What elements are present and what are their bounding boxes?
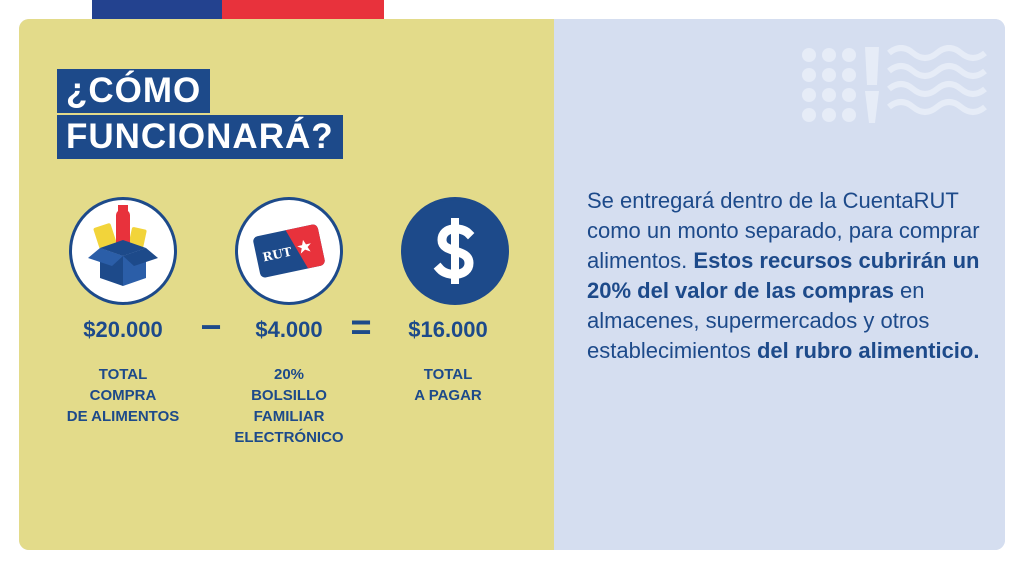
label-line: A PAGAR [414,387,482,404]
flag-stripe-blue [92,0,222,19]
minus-sign: − [200,306,222,347]
label-line: COMPRA [89,387,157,404]
amount-bolsillo: $4.000 [255,317,323,342]
equals-sign: = [350,306,372,347]
label-total-pay: TOTAL A PAGAR [368,364,528,406]
title-line-1: ¿CÓMO [57,69,211,113]
info-card: ¿CÓMO FUNCIONARÁ? [19,19,1005,550]
label-line: TOTAL [98,366,148,383]
decorative-pattern-icon [802,45,987,123]
right-panel: Se entregará dentro de la CuentaRUT como… [554,19,1005,550]
label-total-purchase: TOTAL COMPRA DE ALIMENTOS [43,364,203,427]
left-panel: ¿CÓMO FUNCIONARÁ? [19,19,554,550]
rut-card-circle: RUT [235,197,343,305]
amount-total-pay: $16.000 [408,317,488,342]
title-line-2: FUNCIONARÁ? [57,115,343,159]
description-segment-bold: del rubro alimenticio. [756,338,980,363]
rut-card-icon: RUT [253,224,325,278]
grocery-box-icon [88,205,158,286]
card-text: RUT [261,245,293,265]
dollar-circle [401,197,509,305]
dollar-icon [433,218,475,284]
label-bolsillo: 20% BOLSILLO FAMILIAR ELECTRÓNICO [209,364,369,448]
amount-total-purchase: $20.000 [83,317,163,342]
flag-stripe-red [222,0,384,19]
description-segment-bold: Estos recursos cubrirán un 20% del valor… [587,248,980,303]
label-line: ELECTRÓNICO [234,429,344,446]
label-line: FAMILIAR [253,408,325,425]
description-segment: Se entregará dentro de la CuentaRUT como… [587,188,980,273]
grocery-box-circle [69,197,177,305]
description-text: Se entregará dentro de la CuentaRUT como… [587,186,987,366]
description-segment: en almacenes, supermercados y otros esta… [587,278,930,363]
label-line: DE ALIMENTOS [66,408,180,425]
label-line: BOLSILLO [251,387,327,404]
label-line: 20% [273,366,305,383]
label-line: TOTAL [423,366,473,383]
